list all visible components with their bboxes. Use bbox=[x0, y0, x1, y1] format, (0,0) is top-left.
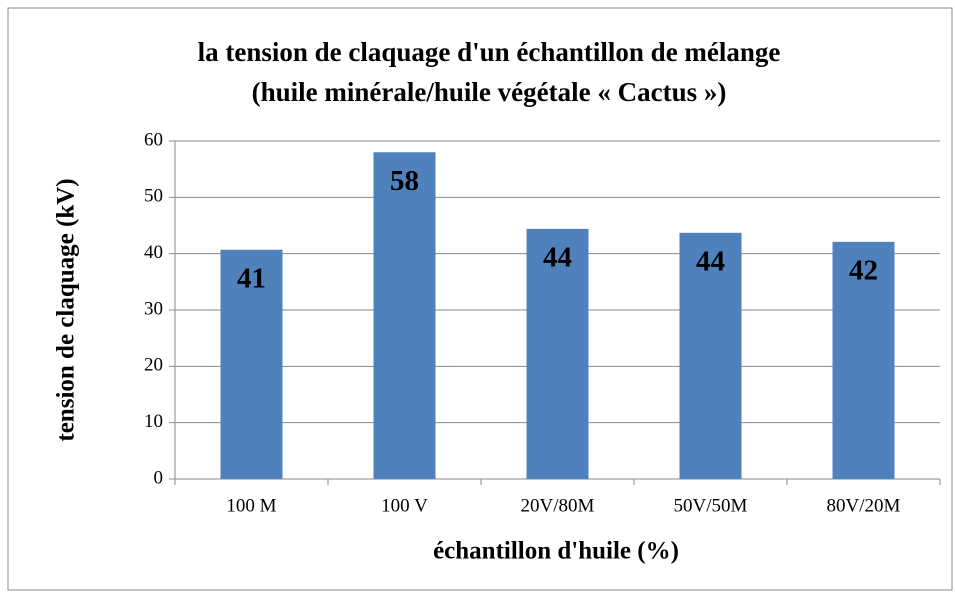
y-tick-label: 0 bbox=[154, 467, 164, 488]
chart-title: (huile minérale/huile végétale « Cactus … bbox=[252, 77, 727, 107]
data-label: 42 bbox=[849, 254, 878, 286]
bar bbox=[373, 152, 436, 479]
bar bbox=[526, 228, 589, 479]
data-label: 41 bbox=[237, 262, 266, 294]
y-tick-label: 20 bbox=[144, 355, 163, 376]
y-tick-label: 50 bbox=[144, 186, 163, 207]
data-label: 44 bbox=[696, 245, 725, 277]
y-tick-label: 40 bbox=[144, 242, 163, 263]
bar bbox=[832, 241, 895, 479]
y-tick-label: 10 bbox=[144, 411, 163, 432]
y-tick-label: 30 bbox=[144, 298, 163, 319]
x-tick-label: 50V/50M bbox=[674, 495, 748, 516]
y-axis-label: tension de claquage (kV) bbox=[53, 178, 80, 441]
chart-title: la tension de claquage d'un échantillon … bbox=[198, 37, 781, 67]
chart-frame bbox=[7, 7, 953, 591]
x-axis-label: échantillon d'huile (%) bbox=[433, 538, 679, 565]
data-label: 44 bbox=[543, 242, 572, 274]
data-label: 58 bbox=[390, 165, 419, 197]
y-tick-label: 60 bbox=[144, 129, 163, 150]
bar bbox=[679, 232, 742, 479]
x-tick-label: 100 M bbox=[226, 495, 276, 516]
x-tick-label: 100 V bbox=[381, 495, 428, 516]
bar bbox=[220, 249, 283, 479]
x-tick-label: 80V/20M bbox=[827, 495, 901, 516]
x-tick-label: 20V/80M bbox=[521, 495, 595, 516]
